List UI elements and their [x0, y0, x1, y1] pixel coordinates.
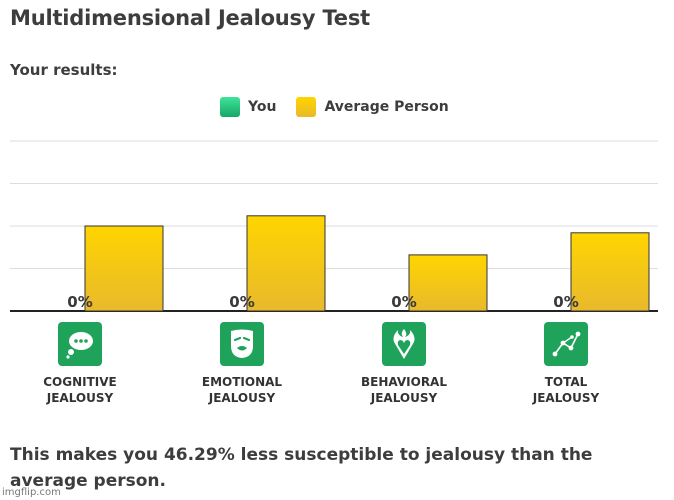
constellation-icon [544, 322, 588, 366]
chart-legend: You Average Person [220, 97, 469, 117]
category-label: BEHAVIORAL JEALOUSY [361, 375, 447, 405]
bar-value-label-you: 0% [391, 293, 416, 311]
category-total: TOTAL JEALOUSY [496, 322, 636, 406]
legend-swatch-average [296, 97, 317, 117]
bar-average-person [570, 232, 650, 312]
mask-face-icon [220, 322, 264, 366]
thought-bubble-icon [58, 322, 102, 366]
flaming-heart-icon [382, 322, 426, 366]
page-title: Multidimensional Jealousy Test [10, 6, 370, 30]
bar-chart: 0% 0% 0% 0% [10, 140, 658, 312]
legend-item-average: Average Person [296, 97, 449, 117]
bar-average-person [246, 215, 326, 312]
category-cognitive: COGNITIVE JEALOUSY [10, 322, 150, 406]
category-label: TOTAL JEALOUSY [532, 375, 600, 405]
category-behavioral: BEHAVIORAL JEALOUSY [334, 322, 474, 406]
watermark: imgflip.com [2, 487, 61, 498]
category-label: EMOTIONAL JEALOUSY [201, 375, 283, 405]
bar-value-label-you: 0% [67, 293, 92, 311]
bar-average-person [84, 225, 164, 312]
category-label: COGNITIVE JEALOUSY [43, 375, 117, 405]
legend-label-average: Average Person [324, 99, 449, 115]
category-emotional: EMOTIONAL JEALOUSY [172, 322, 312, 406]
result-summary: This makes you 46.29% less susceptible t… [10, 445, 593, 491]
legend-label-you: You [248, 99, 277, 115]
results-subtitle: Your results: [10, 61, 118, 79]
bar-average-person [408, 254, 488, 312]
bar-value-label-you: 0% [229, 293, 254, 311]
legend-item-you: You [220, 97, 276, 117]
bar-value-label-you: 0% [553, 293, 578, 311]
legend-swatch-you [220, 97, 240, 117]
